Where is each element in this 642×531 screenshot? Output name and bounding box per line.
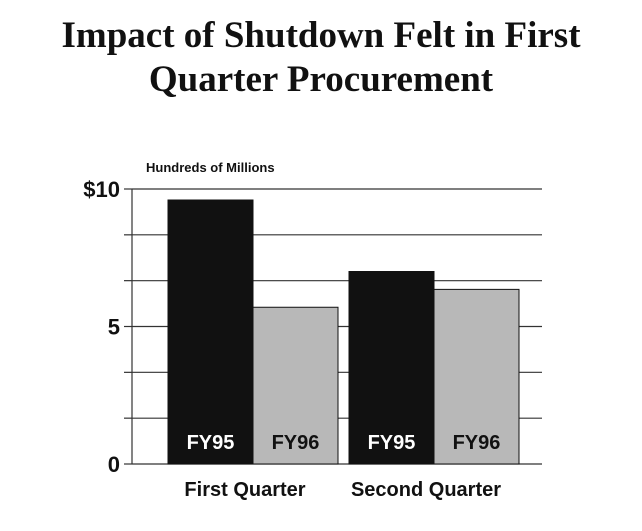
bar (252, 306, 339, 465)
bar-series-label: FY96 (453, 432, 501, 454)
y-tick-label: 0 (108, 452, 120, 477)
y-tick-label: $10 (83, 177, 120, 202)
bar (433, 288, 520, 465)
chart-title-line-1: Impact of Shutdown Felt in First (61, 15, 581, 56)
x-category-label: Second Quarter (351, 479, 501, 501)
y-axis: $10 5 0 (83, 177, 133, 477)
chart-title-line-2: Quarter Procurement (148, 59, 494, 100)
bar (348, 271, 435, 465)
x-category-label: First Quarter (184, 479, 305, 501)
bar-series-label: FY95 (187, 432, 235, 454)
bars: FY95 FY96 FY95 FY96 (167, 199, 520, 465)
bar-series-label: FY95 (368, 432, 416, 454)
y-tick-label: 5 (108, 315, 120, 340)
bar-series-label: FY96 (272, 432, 320, 454)
bar (167, 199, 254, 465)
y-axis-label: Hundreds of Millions (146, 160, 275, 175)
chart-title: Impact of Shutdown Felt in First Quarter… (0, 14, 642, 102)
x-axis: First Quarter Second Quarter (184, 479, 501, 501)
